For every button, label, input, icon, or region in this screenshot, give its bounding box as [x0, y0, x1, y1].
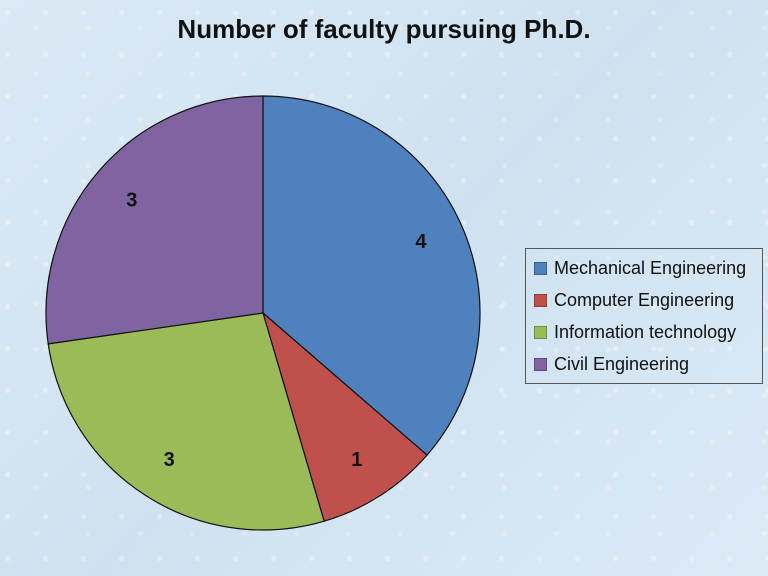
data-label-mechanical-engineering: 4	[415, 231, 427, 253]
legend-label: Civil Engineering	[554, 353, 690, 374]
data-label-civil-engineering: 3	[126, 189, 137, 211]
legend-item-information-technology: Information technology	[526, 316, 762, 348]
legend-swatch	[534, 357, 547, 371]
legend-swatch	[534, 261, 547, 275]
legend-item-computer-engineering: Computer Engineering	[526, 284, 762, 316]
pie-slice-computer-engineering	[261, 311, 428, 522]
data-label-computer-engineering: 1	[351, 449, 362, 471]
legend-label: Information technology	[554, 321, 737, 342]
legend-label: Mechanical Engineering	[554, 257, 747, 278]
pie-slice-civil-engineering	[45, 95, 264, 345]
legend-label: Computer Engineering	[554, 289, 735, 310]
legend-swatch	[534, 325, 547, 339]
pie-slice-information-technology	[47, 312, 325, 531]
pie-slice-mechanical-engineering	[262, 95, 481, 456]
chart-title: Number of faculty pursuing Ph.D.	[177, 14, 591, 44]
legend-item-mechanical-engineering: Mechanical Engineering	[526, 252, 762, 284]
legend-swatch	[534, 293, 547, 307]
legend: Mechanical Engineering Computer Engineeri…	[525, 248, 763, 384]
legend-item-civil-engineering: Civil Engineering	[526, 348, 762, 380]
data-label-information-technology: 3	[164, 449, 175, 471]
